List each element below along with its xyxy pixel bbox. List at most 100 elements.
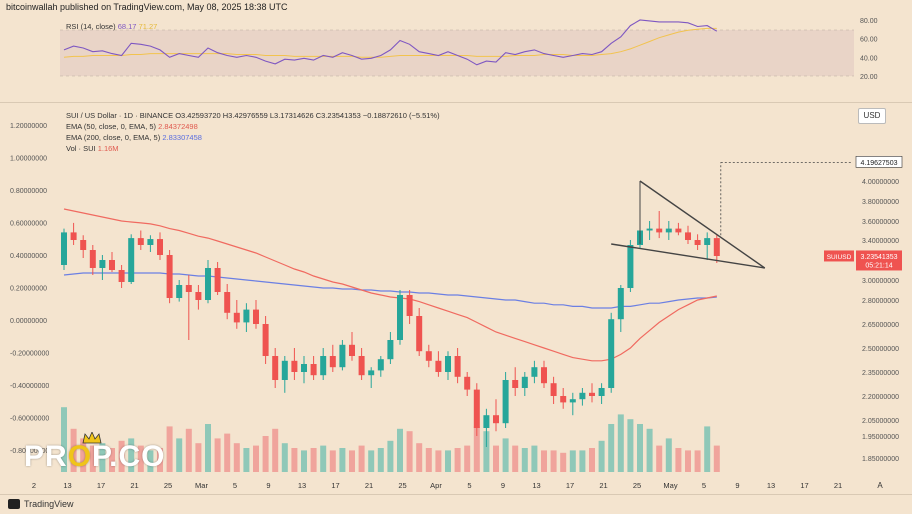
candle-body <box>224 292 231 313</box>
volume-bar <box>233 443 240 472</box>
rsi-tick-label: 60.00 <box>860 37 878 44</box>
candle-body <box>454 356 461 377</box>
volume-bar <box>541 450 547 472</box>
volume-bar <box>243 448 250 472</box>
symbol-title[interactable]: SUI / US Dollar · 1D · BINANCE <box>66 111 174 120</box>
volume-bar <box>675 448 682 472</box>
candle-body <box>473 389 480 428</box>
volume-bar <box>147 450 154 472</box>
volume-bar <box>473 426 480 472</box>
volume-bar <box>704 426 711 472</box>
price-scale[interactable]: 4.00000000 3.80000000 3.60000000 3.40000000… <box>862 179 899 463</box>
candle-body <box>195 292 202 300</box>
volume-bar <box>166 426 173 472</box>
volume-bar <box>397 428 403 472</box>
publisher-line: bitcoinwallah published on TradingView.c… <box>6 2 288 12</box>
footer-brand[interactable]: TradingView <box>24 499 74 509</box>
left-scale: 1.20000000 1.00000000 0.80000000 0.60000000… <box>10 123 49 455</box>
volume-name: Vol · SUI <box>66 144 96 153</box>
price-tick-label: 3.40000000 <box>862 238 899 245</box>
volume-bar <box>109 448 115 472</box>
candle-body <box>310 364 317 376</box>
volume-bar <box>435 450 442 472</box>
volume-bar <box>493 445 499 472</box>
ohlc-values: O3.42593720 H3.42976559 L3.17314626 C3.2… <box>175 111 440 120</box>
left-tick-label: 0.60000000 <box>10 221 47 228</box>
candle-body <box>157 239 163 255</box>
candle-body <box>99 260 106 268</box>
time-tick-label: 13 <box>298 481 306 490</box>
candle-body <box>233 312 240 323</box>
wedge-lower-line <box>611 243 765 269</box>
volume-bar <box>89 445 96 472</box>
volume-bar <box>685 450 691 472</box>
volume-bar <box>425 448 432 472</box>
volume-bar <box>157 448 163 472</box>
time-tick-label: 17 <box>800 481 808 490</box>
left-tick-label: -0.80000000 <box>10 448 49 455</box>
falling-wedge-pattern <box>611 161 852 269</box>
candle-body <box>118 270 125 282</box>
candle-body <box>243 309 250 323</box>
candle-body <box>301 364 307 372</box>
volume-bar <box>665 438 672 472</box>
symbol-badge-label: SUIUSD <box>827 254 852 261</box>
volume-bar <box>713 445 720 472</box>
ema50-legend[interactable]: EMA (50, close, 0, EMA, 5) 2.84372498 <box>66 121 440 132</box>
time-axis[interactable]: 2 13 17 21 25 Mar 5 9 13 17 21 25 Apr 5 9 13 17 21 25 May 5 9… <box>0 476 912 494</box>
candle-body <box>272 356 279 380</box>
current-price-badge <box>856 250 902 271</box>
countdown-label: 05:21:14 <box>865 262 892 269</box>
time-tick-label: 13 <box>63 481 71 490</box>
volume-legend[interactable]: Vol · SUI 1.16M <box>66 143 440 154</box>
volume-bar <box>320 445 327 472</box>
tradingview-logo-icon[interactable] <box>8 499 20 509</box>
rsi-ma-line <box>63 27 717 58</box>
time-tick-label: 21 <box>365 481 373 490</box>
ema200-legend[interactable]: EMA (200, close, 0, EMA, 5) 2.83307458 <box>66 132 440 143</box>
volume-bar <box>368 450 375 472</box>
candle-body <box>665 228 672 233</box>
candle-body <box>521 376 528 388</box>
volume-bar <box>694 450 701 472</box>
price-tick-label: 2.65000000 <box>862 322 899 329</box>
volume-bar <box>205 424 211 472</box>
candle-body <box>349 344 355 356</box>
time-axis-labels: 2 13 17 21 25 Mar 5 9 13 17 21 25 Apr 5 9 13 17 21 25 May 5 9… <box>32 481 842 490</box>
rsi-tick-label: 40.00 <box>860 55 878 62</box>
volume-bar <box>579 450 586 472</box>
currency-button[interactable]: USD <box>858 108 886 124</box>
candle-body <box>147 239 154 245</box>
candle-body <box>483 415 490 428</box>
candle-body <box>397 295 403 340</box>
volume-bar <box>253 445 259 472</box>
time-tick-label: 25 <box>164 481 172 490</box>
candle-body <box>61 232 67 265</box>
candle-body <box>166 255 173 298</box>
time-tick-label: 21 <box>834 481 842 490</box>
symbol-line[interactable]: SUI / US Dollar · 1D · BINANCE O3.425937… <box>66 110 440 121</box>
candle-body <box>425 351 432 361</box>
time-tick-label: 9 <box>501 481 505 490</box>
volume-bar <box>550 450 557 472</box>
price-chart[interactable]: 4.00000000 3.80000000 3.60000000 3.40000000… <box>0 104 912 476</box>
volume-bar <box>569 450 576 472</box>
candle-body <box>608 319 615 388</box>
auto-scale-button[interactable]: A <box>877 481 883 490</box>
volume-bar <box>617 414 624 472</box>
candle-body <box>502 380 509 424</box>
target-price-label: 4.19627503 <box>861 160 898 167</box>
candle-body <box>406 295 413 316</box>
candle-body <box>262 324 269 356</box>
price-tick-label: 2.50000000 <box>862 346 899 353</box>
candle-body <box>176 285 183 298</box>
panel-divider[interactable] <box>0 102 912 103</box>
candle-body <box>358 356 365 376</box>
ema200-name: EMA (200, close, 0, EMA, 5) <box>66 133 161 142</box>
time-tick-label: 5 <box>702 481 706 490</box>
price-tick-label: 3.60000000 <box>862 219 899 226</box>
time-tick-label: 17 <box>97 481 105 490</box>
volume-bar <box>598 440 605 472</box>
candle-body <box>694 240 701 245</box>
